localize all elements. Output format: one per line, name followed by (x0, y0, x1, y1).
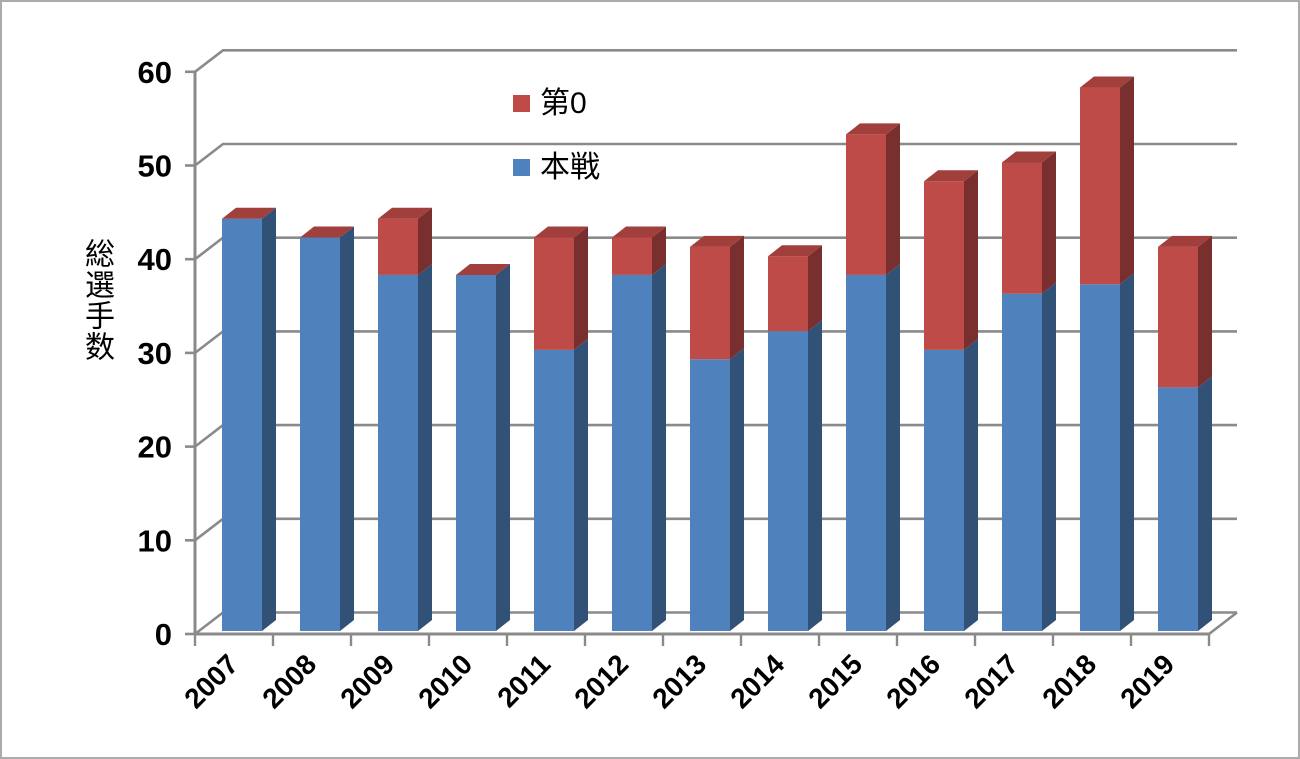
x-tick-label: 2008 (256, 648, 322, 714)
gridline (194, 49, 1237, 73)
bar-top-2013 (690, 235, 744, 247)
bar-top-2017 (1002, 151, 1056, 163)
bar-segment-honsen-2016 (924, 349, 964, 631)
bar-side-honsen-2015 (886, 263, 900, 631)
bar-side-dai0-2016 (964, 170, 978, 350)
bar-segment-honsen-2007 (222, 218, 262, 631)
bar-side-honsen-2016 (964, 338, 978, 631)
y-tick-label: 60 (138, 55, 172, 90)
bar-top-2011 (534, 226, 588, 238)
bar-segment-honsen-2017 (1002, 293, 1042, 631)
bar-side-honsen-2011 (574, 338, 588, 631)
x-tick-label: 2011 (491, 648, 556, 713)
bar-segment-dai0-2019 (1158, 246, 1198, 388)
bar-side-honsen-2013 (730, 348, 744, 631)
bar-top-2010 (456, 263, 510, 275)
bar-top-2015 (846, 123, 900, 135)
x-tick-label: 2019 (1114, 648, 1180, 714)
bar-side-dai0-2011 (574, 226, 588, 350)
bar-side-honsen-2017 (1042, 282, 1056, 631)
y-tick-label: 20 (138, 430, 172, 465)
bar-segment-honsen-2015 (846, 274, 886, 631)
bar-side-honsen-2008 (340, 226, 354, 631)
bar-side-honsen-2014 (808, 320, 822, 631)
bar-segment-honsen-2010 (456, 274, 496, 631)
y-tick-label: 50 (138, 149, 172, 184)
chart-legend: 第0 本戦 (513, 86, 600, 185)
bar-segment-honsen-2013 (690, 359, 730, 631)
y-axis-title: 総選手数 (80, 238, 113, 362)
x-tick-label: 2012 (568, 648, 634, 714)
bar-segment-dai0-2015 (846, 134, 886, 275)
bar-top-2012 (612, 226, 666, 238)
bar-side-honsen-2010 (496, 263, 510, 631)
y-tick-label: 0 (155, 617, 172, 652)
x-tick-label: 2017 (958, 648, 1024, 714)
y-tick-label: 10 (138, 523, 172, 558)
legend-label-dai0: 第0 (540, 87, 587, 120)
bar-side-dai0-2015 (886, 123, 900, 275)
bar-side-honsen-2018 (1120, 273, 1134, 631)
legend-item-honsen: 本戦 (513, 150, 600, 185)
bar-segment-honsen-2018 (1080, 284, 1120, 631)
x-tick-label: 2018 (1036, 648, 1102, 714)
bar-side-honsen-2012 (652, 263, 666, 631)
x-tick-label: 2016 (880, 648, 946, 714)
bar-side-dai0-2018 (1120, 76, 1134, 285)
x-tick-label: 2010 (412, 648, 478, 714)
bar-segment-honsen-2012 (612, 274, 652, 631)
legend-swatch-dai0-icon (513, 95, 530, 112)
y-tick-label: 40 (138, 242, 172, 277)
bar-segment-dai0-2016 (924, 181, 964, 350)
bar-side-dai0-2012 (652, 226, 666, 275)
legend-label-honsen: 本戦 (540, 151, 600, 184)
y-tick-label: 30 (138, 336, 172, 371)
x-tick-label: 2015 (802, 648, 868, 714)
bar-segment-honsen-2008 (300, 237, 340, 631)
legend-item-dai0: 第0 (513, 86, 600, 121)
bar-side-honsen-2019 (1198, 376, 1212, 631)
bar-side-dai0-2017 (1042, 151, 1056, 294)
bar-top-2007 (222, 207, 276, 219)
bar-top-2009 (378, 207, 432, 219)
bar-segment-honsen-2014 (768, 331, 808, 631)
x-tick-label: 2009 (334, 648, 400, 714)
bar-top-2019 (1158, 235, 1212, 247)
floor-right-edge (1208, 611, 1238, 636)
bar-top-2008 (300, 226, 354, 238)
bar-segment-honsen-2011 (534, 349, 574, 631)
bar-top-2014 (768, 245, 822, 257)
bar-segment-dai0-2017 (1002, 162, 1042, 294)
x-tick-label: 2013 (646, 648, 712, 714)
bar-segment-honsen-2019 (1158, 387, 1198, 631)
legend-swatch-honsen-icon (513, 159, 530, 176)
bar-side-dai0-2014 (808, 245, 822, 332)
bar-segment-dai0-2009 (378, 218, 418, 275)
bar-segment-honsen-2009 (378, 274, 418, 631)
bar-segment-dai0-2011 (534, 237, 574, 350)
bar-side-honsen-2009 (418, 263, 432, 631)
bar-segment-dai0-2012 (612, 237, 652, 275)
bar-side-dai0-2013 (730, 235, 744, 360)
bar-top-2018 (1080, 76, 1134, 88)
bar-segment-dai0-2014 (768, 256, 808, 332)
bar-segment-dai0-2013 (690, 246, 730, 360)
bar-top-2016 (924, 170, 978, 182)
x-tick-label: 2007 (178, 648, 244, 714)
bar-side-honsen-2007 (262, 207, 276, 631)
bar-side-dai0-2009 (418, 207, 432, 275)
x-tick-label: 2014 (724, 648, 790, 714)
bar-side-dai0-2019 (1198, 235, 1212, 388)
bar-segment-dai0-2018 (1080, 87, 1120, 285)
